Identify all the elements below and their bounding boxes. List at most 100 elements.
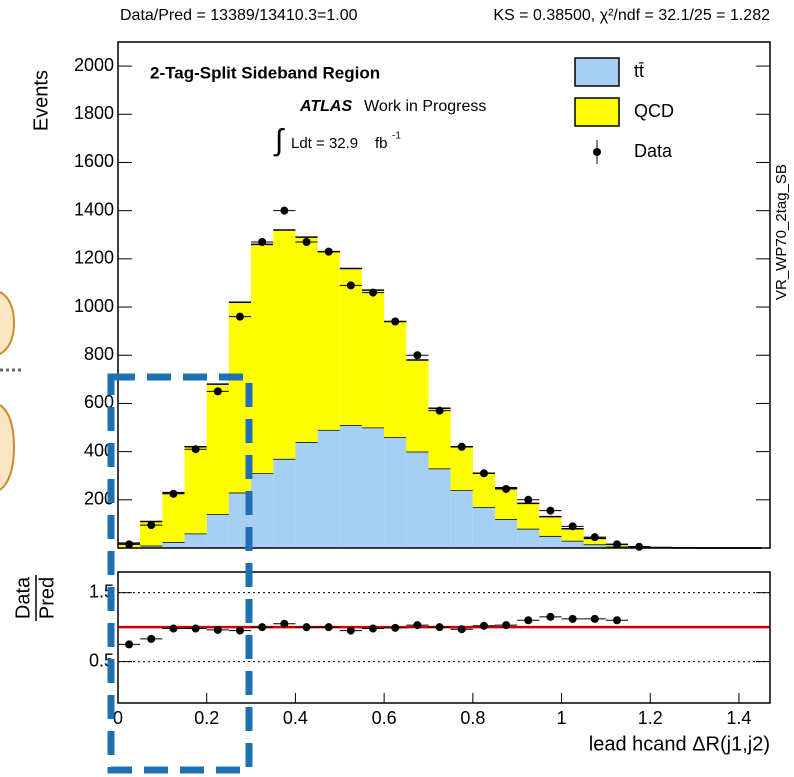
data-point [280, 619, 289, 628]
bar [539, 535, 562, 548]
data-point [635, 542, 644, 551]
data-point [125, 640, 134, 649]
x-tick-label: 0.8 [460, 708, 485, 728]
bar [339, 268, 362, 426]
bar [472, 507, 496, 548]
bar [228, 302, 252, 493]
bar [184, 533, 207, 548]
data-point [568, 614, 577, 623]
data-point [213, 387, 222, 396]
x-tick-label: 0 [113, 708, 123, 728]
header-left: Data/Pred = 13389/13410.3=1.00 [120, 7, 358, 24]
luminosity-exponent: -1 [392, 131, 401, 142]
integral-sign: ∫ [273, 124, 285, 157]
bar [317, 429, 340, 548]
data-point [413, 351, 422, 360]
bar [339, 425, 362, 548]
bar [517, 528, 540, 548]
x-tick-label: 1.4 [726, 708, 751, 728]
data-point [479, 621, 488, 630]
data-point [568, 522, 577, 531]
bar [295, 237, 318, 442]
plot-frame [117, 41, 771, 549]
bar [140, 545, 163, 548]
data-point [546, 612, 555, 621]
data-point [413, 621, 422, 630]
bar [495, 519, 518, 548]
bar [273, 458, 296, 548]
bar [162, 492, 185, 542]
bar [428, 408, 451, 469]
data-point [590, 614, 599, 623]
bar [406, 451, 429, 548]
data-point [502, 621, 511, 630]
data-point [235, 312, 244, 321]
side-shape [0, 404, 16, 491]
bar [561, 528, 584, 541]
bar [406, 360, 429, 452]
bar [450, 490, 473, 548]
bar [472, 473, 496, 508]
bar [184, 446, 207, 534]
y-tick-label: 2000 [74, 55, 114, 75]
highlight-box [107, 373, 253, 774]
luminosity-label: Ldt = 32.9 [291, 135, 358, 152]
legend-swatch [574, 97, 620, 127]
data-point [369, 288, 378, 297]
bar [384, 321, 407, 438]
x-tick-label: 0.6 [372, 708, 397, 728]
x-tick-label: 0.2 [194, 708, 219, 728]
status-label: Work in Progress [364, 98, 486, 115]
bar [295, 441, 318, 548]
side-label: VR_WP70_2tag_SB [773, 164, 790, 300]
y-tick-label: 1800 [74, 103, 114, 123]
bar [539, 516, 562, 536]
data-point [612, 540, 621, 549]
header-right: KS = 0.38500, χ²/ndf = 32.1/25 = 1.282 [493, 7, 770, 24]
x-tick-label: 1.2 [638, 708, 663, 728]
legend-label: tt̄ [634, 61, 644, 81]
data-point [258, 623, 267, 632]
data-point [457, 442, 466, 451]
ratio-label-top: Data [12, 576, 34, 619]
bar [384, 437, 407, 548]
region-label: 2-Tag-Split Sideband Region [150, 63, 380, 82]
bar [583, 544, 606, 548]
data-point [346, 626, 355, 635]
data-point [524, 616, 533, 625]
legend-swatch [574, 57, 620, 87]
data-point [502, 484, 511, 493]
data-point [479, 469, 488, 478]
y-tick-label: 800 [84, 344, 114, 364]
data-point [435, 406, 444, 415]
data-point [302, 237, 311, 246]
y-tick-label: 1000 [74, 296, 114, 316]
data-point [457, 625, 466, 634]
data-point [191, 445, 200, 454]
bar [495, 487, 518, 520]
bar [206, 514, 229, 548]
data-point [125, 540, 134, 549]
data-point [546, 506, 555, 515]
data-point [391, 623, 400, 632]
y-axis-label: Events [30, 70, 52, 131]
data-point [147, 521, 156, 530]
bar [361, 290, 385, 428]
bar [273, 229, 296, 459]
bar [428, 468, 451, 548]
data-point [191, 624, 200, 633]
y-tick-label: 200 [84, 489, 114, 509]
data-point [612, 616, 621, 625]
y-tick-label: 1400 [74, 199, 114, 219]
legend-swatch [593, 148, 601, 156]
plot-frame [117, 571, 771, 704]
data-point [435, 623, 444, 632]
data-point [169, 489, 178, 498]
y-tick-label: 1200 [74, 248, 114, 268]
data-point [369, 624, 378, 633]
legend-label: QCD [634, 101, 674, 121]
data-point [391, 317, 400, 326]
bar [317, 251, 340, 430]
data-point [258, 237, 267, 246]
